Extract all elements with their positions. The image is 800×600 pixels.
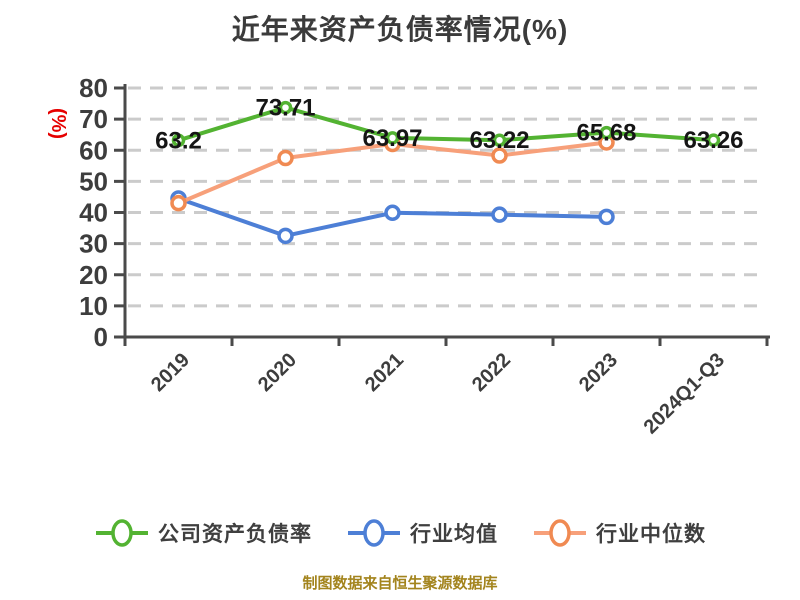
legend: 公司资产负债率 行业均值 行业中位数 bbox=[0, 518, 800, 548]
svg-text:70: 70 bbox=[79, 104, 108, 134]
svg-text:20: 20 bbox=[79, 260, 108, 290]
svg-text:63.2: 63.2 bbox=[155, 127, 202, 154]
svg-text:2019: 2019 bbox=[147, 349, 194, 396]
svg-text:2023: 2023 bbox=[575, 349, 622, 396]
svg-text:73.71: 73.71 bbox=[255, 95, 315, 122]
svg-text:2024Q1-Q3: 2024Q1-Q3 bbox=[640, 349, 729, 438]
legend-item-industry-median[interactable]: 行业中位数 bbox=[532, 518, 706, 548]
legend-line-dot-icon bbox=[96, 519, 148, 547]
legend-item-company-ratio[interactable]: 公司资产负债率 bbox=[94, 518, 312, 548]
legend-label: 公司资产负债率 bbox=[158, 523, 312, 546]
svg-text:63.97: 63.97 bbox=[362, 125, 422, 152]
legend-label: 行业均值 bbox=[410, 523, 498, 546]
svg-text:63.22: 63.22 bbox=[469, 127, 529, 154]
chart-title: 近年来资产负债率情况(%) bbox=[231, 14, 569, 45]
svg-text:2020: 2020 bbox=[254, 349, 301, 396]
svg-text:60: 60 bbox=[79, 135, 108, 165]
svg-text:10: 10 bbox=[79, 291, 108, 321]
svg-text:2021: 2021 bbox=[361, 349, 408, 396]
svg-text:2022: 2022 bbox=[468, 349, 515, 396]
svg-text:30: 30 bbox=[79, 229, 108, 259]
legend-item-industry-mean[interactable]: 行业均值 bbox=[346, 518, 498, 548]
svg-text:80: 80 bbox=[79, 73, 108, 103]
legend-line-dot-icon bbox=[534, 519, 586, 547]
data-source-note: 制图数据来自恒生聚源数据库 bbox=[302, 575, 498, 592]
legend-line-dot-icon bbox=[348, 519, 400, 547]
svg-text:0: 0 bbox=[94, 322, 108, 352]
legend-label: 行业中位数 bbox=[596, 523, 706, 546]
svg-text:63.26: 63.26 bbox=[683, 127, 743, 154]
svg-text:40: 40 bbox=[79, 198, 108, 228]
svg-text:65.68: 65.68 bbox=[576, 120, 636, 147]
svg-text:50: 50 bbox=[79, 166, 108, 196]
